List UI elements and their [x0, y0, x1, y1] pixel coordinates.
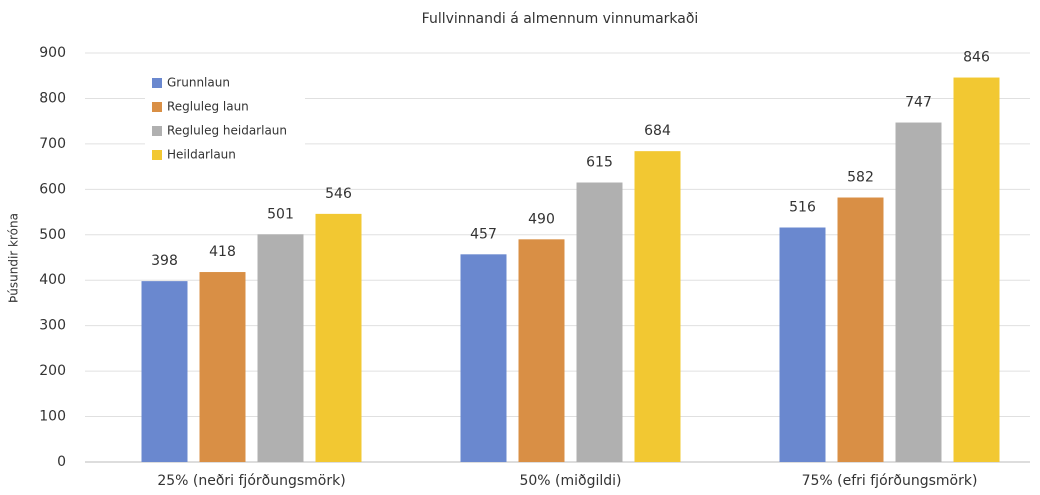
- y-tick-label: 200: [39, 363, 66, 379]
- data-label: 398: [151, 253, 178, 269]
- bar: [199, 272, 246, 462]
- y-axis-label: Þúsundir króna: [7, 213, 21, 303]
- bar: [460, 254, 507, 462]
- y-tick-label: 100: [39, 409, 66, 425]
- data-label: 457: [470, 226, 497, 242]
- data-label: 615: [586, 155, 613, 171]
- legend-label: Grunnlaun: [167, 76, 230, 90]
- bar: [634, 151, 681, 462]
- y-tick-label: 300: [39, 318, 66, 334]
- y-tick-label: 900: [39, 45, 66, 61]
- bar: [953, 77, 1000, 462]
- y-tick-label: 800: [39, 90, 66, 106]
- legend-swatch: [152, 126, 162, 136]
- x-tick-label: 75% (efri fjórðungsmörk): [802, 473, 978, 489]
- legend-label: Heildarlaun: [167, 148, 236, 162]
- bar: [576, 182, 623, 462]
- data-label: 418: [209, 244, 236, 260]
- legend-label: Regluleg laun: [167, 100, 249, 114]
- bar: [837, 197, 884, 462]
- data-label: 501: [267, 206, 294, 222]
- bar: [257, 234, 304, 462]
- bar: [895, 122, 942, 462]
- bar: [779, 227, 826, 462]
- chart-title: Fullvinnandi á almennum vinnumarkaði: [422, 11, 699, 27]
- data-label: 846: [963, 50, 990, 66]
- data-label: 490: [528, 211, 555, 227]
- x-tick-label: 50% (miðgildi): [519, 473, 621, 489]
- y-tick-label: 600: [39, 181, 66, 197]
- y-tick-label: 400: [39, 272, 66, 288]
- legend-swatch: [152, 78, 162, 88]
- y-tick-label: 0: [57, 454, 66, 470]
- legend-swatch: [152, 150, 162, 160]
- data-label: 747: [905, 95, 932, 111]
- data-label: 684: [644, 123, 671, 139]
- legend-background: [145, 72, 305, 168]
- data-label: 546: [325, 186, 352, 202]
- bar: [141, 281, 188, 462]
- legend-swatch: [152, 102, 162, 112]
- data-label: 582: [847, 170, 874, 186]
- bar: [518, 239, 565, 462]
- y-tick-label: 700: [39, 136, 66, 152]
- bar: [315, 213, 362, 462]
- y-tick-label: 500: [39, 227, 66, 243]
- legend-label: Regluleg heidarlaun: [167, 124, 287, 138]
- data-label: 516: [789, 200, 816, 216]
- x-tick-label: 25% (neðri fjórðungsmörk): [157, 473, 345, 489]
